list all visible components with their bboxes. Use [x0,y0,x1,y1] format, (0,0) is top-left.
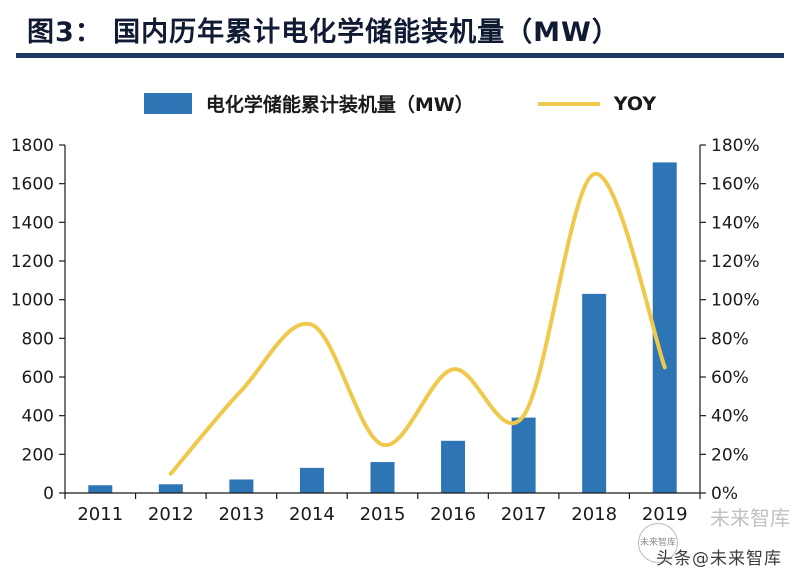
bar-series-swatch [143,93,192,114]
svg-text:2014: 2014 [289,504,335,525]
bar-2016 [441,440,466,493]
svg-text:2019: 2019 [642,504,688,525]
legend-bars-label: 电化学储能累计装机量（MW） [205,94,474,116]
svg-text:2011: 2011 [77,504,123,525]
bottom-watermark: 头条@未来智库 [656,549,782,569]
svg-text:0%: 0% [711,484,738,504]
svg-text:160%: 160% [711,175,760,195]
logo-stamp: 未来智库 [638,523,678,563]
svg-text:80%: 80% [711,329,749,349]
svg-text:60%: 60% [711,368,749,388]
svg-text:2017: 2017 [501,504,547,525]
bar-2014 [299,467,324,493]
svg-text:40%: 40% [711,407,749,427]
line-series-swatch [537,101,600,106]
legend-item-bars: 电化学储能累计装机量（MW） [143,90,474,117]
svg-text:20%: 20% [711,445,749,465]
svg-text:600: 600 [22,368,54,388]
legend-line-label: YOY [613,92,657,115]
svg-text:1400: 1400 [11,213,54,233]
svg-text:2013: 2013 [218,504,264,525]
svg-text:180%: 180% [711,136,760,156]
bar-2011 [88,485,113,493]
svg-text:1800: 1800 [11,136,54,156]
svg-text:400: 400 [22,407,54,427]
figure-title: 图3： 国内历年累计电化学储能装机量（MW） [27,17,620,48]
bar-2015 [370,462,395,493]
svg-text:2018: 2018 [571,504,617,525]
svg-text:1200: 1200 [11,252,54,272]
bar-2012 [158,484,183,493]
svg-text:100%: 100% [711,291,760,311]
svg-text:800: 800 [22,329,54,349]
title-underline [16,53,784,58]
svg-text:2012: 2012 [148,504,194,525]
legend-item-line: YOY [537,92,657,115]
svg-text:120%: 120% [711,252,760,272]
svg-text:140%: 140% [711,213,760,233]
bar-2018 [582,293,607,493]
axis-labels: 0 0% 200 20% 400 40% 600 60% 800 80% 1000 100% 1200 1… [11,136,760,525]
axes [59,144,706,499]
bar-2019 [652,162,677,493]
logo-stamp-text: 未来智库 [639,537,676,548]
svg-text:1000: 1000 [11,291,54,311]
svg-text:2015: 2015 [360,504,406,525]
bar-2017 [511,417,536,493]
yoy-line [168,171,667,476]
bar-2013 [229,479,254,493]
chart-legend: 电化学储能累计装机量（MW） YOY [0,90,800,117]
svg-text:2016: 2016 [430,504,476,525]
svg-text:200: 200 [22,445,54,465]
bars [88,162,677,493]
svg-text:0: 0 [43,484,54,504]
side-watermark: 未来智库 [710,506,790,530]
svg-text:1600: 1600 [11,175,54,195]
